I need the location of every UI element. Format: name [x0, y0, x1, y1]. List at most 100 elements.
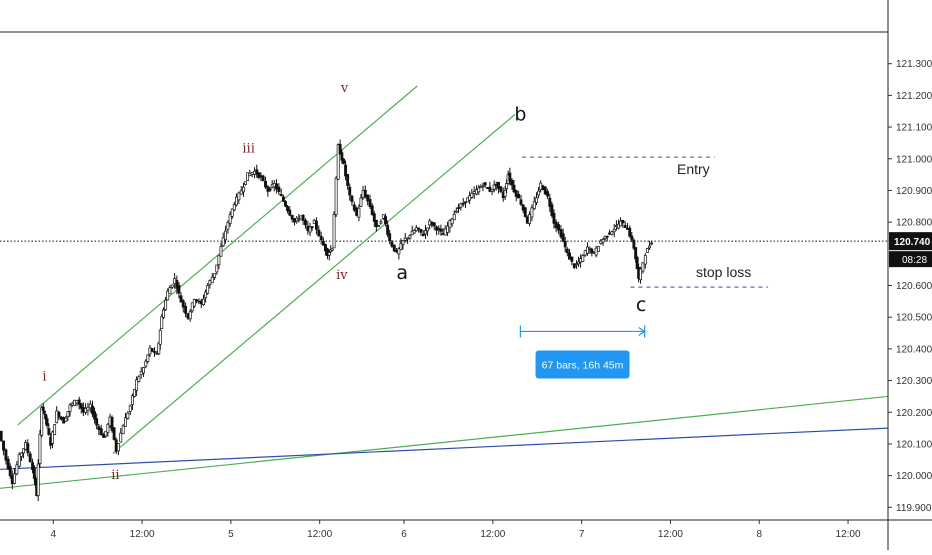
candle: [47, 423, 51, 436]
candle: [166, 288, 170, 301]
candle: [133, 388, 136, 398]
candle: [575, 260, 578, 269]
x-tick-label: 12:00: [480, 529, 505, 540]
trend-line-3[interactable]: [0, 427, 889, 470]
candle: [390, 240, 394, 248]
y-tick-label: 121.200: [896, 91, 932, 102]
candle: [543, 186, 547, 196]
candle: [268, 186, 272, 193]
candle: [186, 313, 190, 321]
candle: [235, 193, 238, 207]
candle: [512, 180, 516, 194]
candle: [348, 183, 352, 201]
candle: [468, 191, 472, 205]
y-tick-label: 120.300: [896, 376, 932, 387]
candle: [275, 179, 278, 194]
candle: [124, 412, 127, 427]
wave-label: iii: [242, 141, 254, 156]
candle: [164, 296, 168, 311]
candle: [650, 240, 654, 246]
candle: [279, 188, 283, 197]
candle: [626, 222, 629, 230]
x-tick-label: 12:00: [307, 529, 332, 540]
candle: [374, 219, 378, 232]
candle: [401, 240, 405, 250]
candle: [59, 415, 63, 421]
candle: [477, 184, 481, 195]
candle: [93, 407, 97, 424]
candle: [158, 328, 162, 350]
candle: [284, 200, 287, 208]
candle: [153, 347, 156, 357]
candle: [384, 213, 387, 227]
x-tick-label: 12:00: [836, 529, 861, 540]
candle: [281, 194, 285, 203]
candle: [464, 201, 467, 209]
candle: [621, 219, 625, 228]
candle: [388, 229, 392, 245]
candle: [31, 458, 35, 474]
candle: [430, 220, 434, 228]
candle: [53, 424, 57, 435]
range-measure: 67 bars, 16h 45m: [519, 325, 646, 379]
candle: [530, 204, 534, 222]
candle: [230, 208, 234, 219]
candle: [357, 204, 361, 222]
candle: [597, 246, 600, 252]
candle: [195, 299, 198, 304]
candle: [6, 456, 10, 471]
trend-line-1[interactable]: [112, 113, 516, 454]
candle: [486, 186, 489, 189]
candle: [548, 193, 552, 212]
candle: [188, 308, 192, 322]
candle: [550, 201, 554, 218]
candle: [601, 237, 605, 246]
candle: [73, 399, 77, 406]
candle: [242, 182, 245, 197]
candle: [406, 237, 410, 244]
candle: [306, 220, 310, 235]
candle: [8, 463, 12, 479]
candle: [239, 186, 243, 195]
candle: [128, 404, 132, 415]
measure-badge-label: 67 bars, 16h 45m: [542, 359, 624, 371]
candle: [581, 253, 585, 262]
candle: [210, 272, 214, 284]
candle: [88, 400, 92, 413]
candle: [131, 393, 134, 410]
candle: [99, 424, 103, 436]
candle: [523, 207, 527, 218]
candle: [321, 237, 325, 246]
current-price-label: 120.740: [894, 237, 931, 248]
y-tick-label: 121.300: [896, 59, 932, 70]
candle: [106, 423, 110, 437]
candle: [497, 181, 500, 194]
candle: [446, 221, 450, 237]
candle: [57, 410, 61, 420]
candle: [34, 475, 37, 488]
candle: [28, 451, 32, 463]
candle: [75, 399, 79, 407]
candle: [95, 413, 99, 430]
candle: [330, 248, 334, 252]
trend-line-2[interactable]: [0, 395, 889, 489]
candle: [221, 232, 225, 248]
candle: [173, 273, 177, 289]
candle: [150, 347, 154, 353]
candle: [45, 415, 49, 429]
y-tick-label: 120.000: [896, 471, 932, 482]
candle: [68, 403, 72, 417]
candle: [206, 283, 210, 295]
candle: [419, 228, 423, 236]
candle: [490, 189, 494, 196]
candle: [255, 164, 259, 179]
candle: [577, 256, 580, 267]
candle: [541, 184, 545, 191]
candle: [561, 228, 565, 243]
candle: [179, 292, 183, 303]
candle: [603, 235, 607, 241]
candle: [435, 225, 439, 236]
